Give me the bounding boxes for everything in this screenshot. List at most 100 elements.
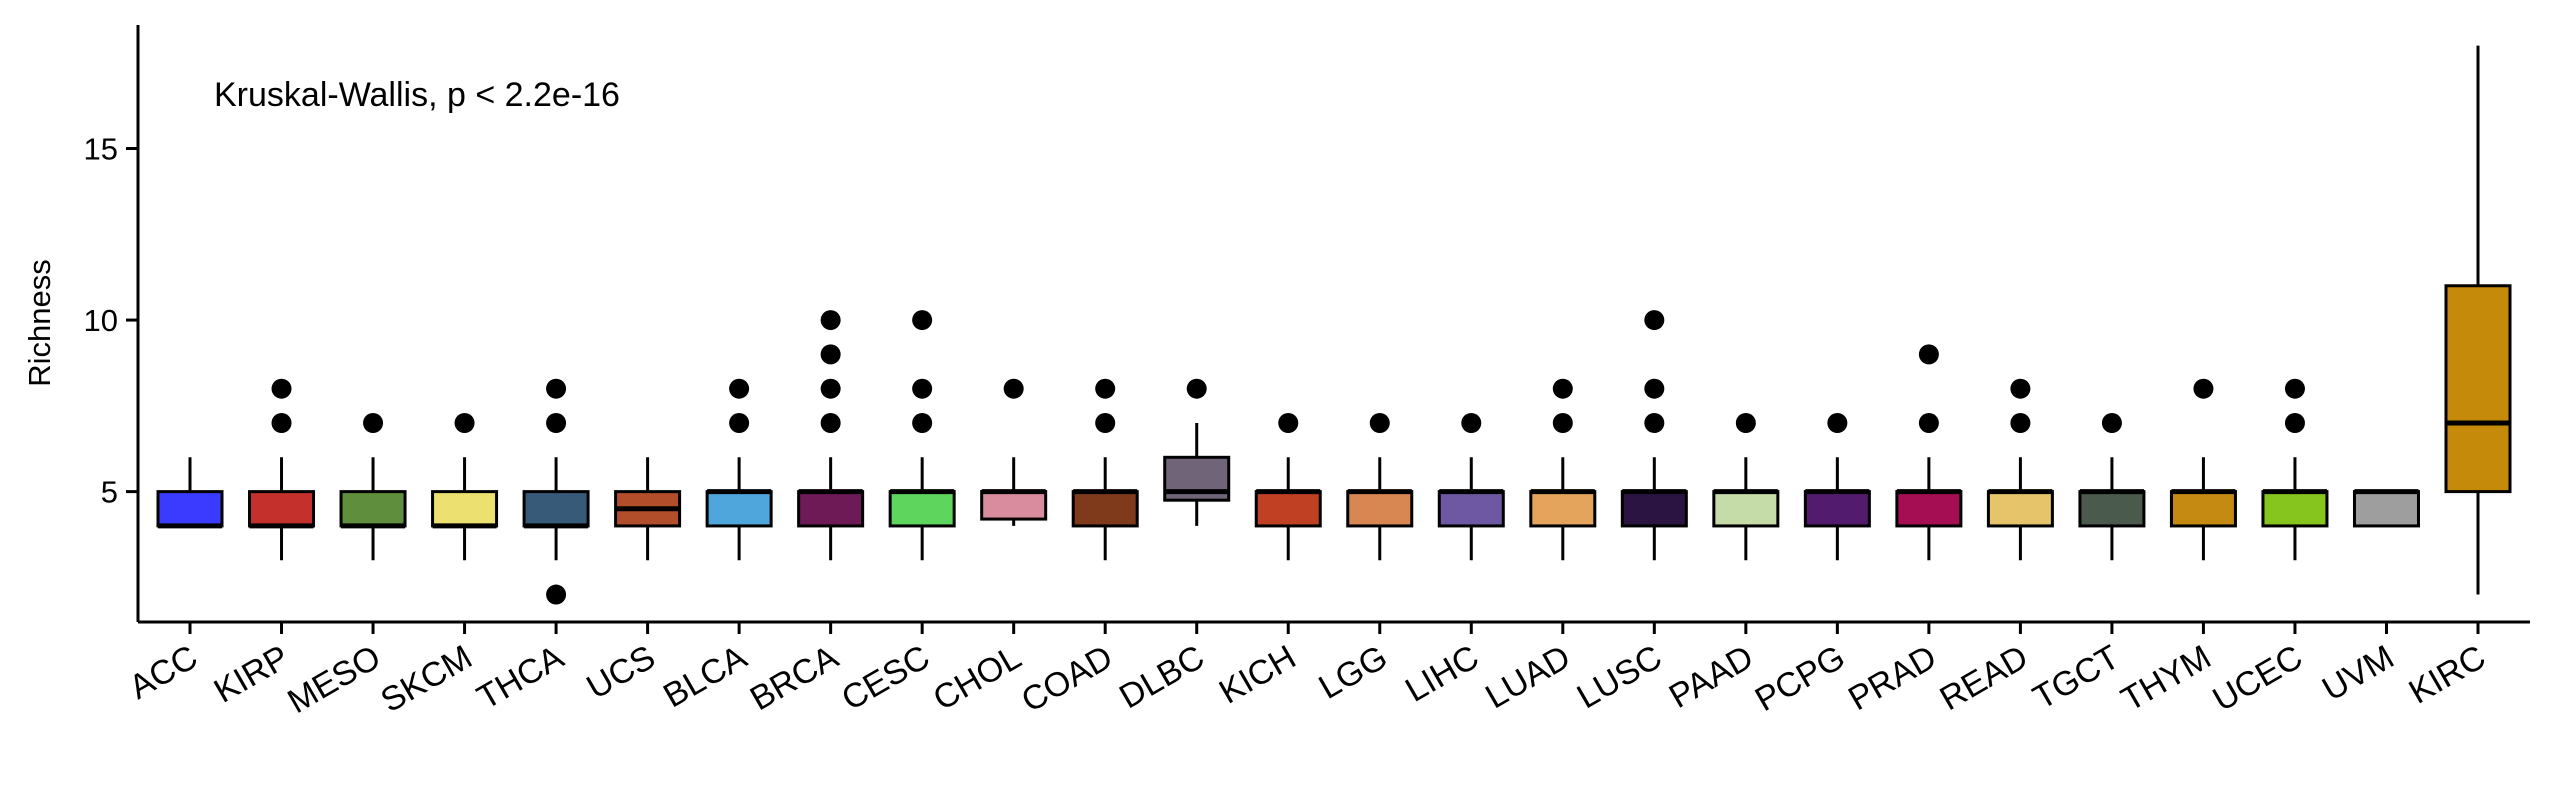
box-cesc xyxy=(888,310,956,561)
box-thca xyxy=(522,378,590,605)
box-body xyxy=(248,490,316,528)
outlier-point xyxy=(1827,413,1848,433)
box-body xyxy=(797,490,865,528)
y-axis-title: Richness xyxy=(22,259,57,387)
box-acc xyxy=(156,457,224,529)
outlier-point xyxy=(1095,378,1116,399)
box-body xyxy=(2169,490,2237,528)
x-tick-label-cesc: CESC xyxy=(835,638,936,718)
x-tick-label-kich: KICH xyxy=(1213,638,1302,712)
outlier-point xyxy=(820,413,841,433)
box-read xyxy=(1986,378,2054,561)
x-tick-label-prad: PRAD xyxy=(1842,638,1943,718)
outlier-point xyxy=(1186,378,1207,399)
outlier-point xyxy=(1369,413,1390,433)
box-pcpg xyxy=(1803,413,1871,561)
outlier-point xyxy=(912,310,933,331)
x-tick-label-skcm: SKCM xyxy=(374,638,478,720)
x-tick-label-ucs: UCS xyxy=(580,638,661,707)
box-skcm xyxy=(431,413,499,561)
x-tick-label-kirc: KIRC xyxy=(2403,638,2492,712)
box-body xyxy=(1529,490,1597,528)
box-body xyxy=(1895,490,1963,528)
box-lgg xyxy=(1346,413,1414,561)
box-body xyxy=(2261,490,2329,528)
outlier-point xyxy=(363,413,384,433)
y-tick-label: 15 xyxy=(84,132,118,167)
outlier-point xyxy=(546,584,567,605)
boxes xyxy=(156,45,2512,605)
box-body xyxy=(888,490,956,528)
x-tick-label-luad: LUAD xyxy=(1479,638,1577,716)
x-tick-label-coad: COAD xyxy=(1015,638,1119,720)
box-kirp xyxy=(248,378,316,561)
x-tick-label-brca: BRCA xyxy=(744,638,845,718)
kruskal-wallis-annotation: Kruskal-Wallis, p < 2.2e-16 xyxy=(214,76,620,114)
outlier-point xyxy=(820,378,841,399)
box-body xyxy=(2444,284,2512,494)
outlier-point xyxy=(1918,344,1939,365)
outlier-point xyxy=(912,413,933,433)
box-body xyxy=(1712,490,1780,528)
box-blca xyxy=(705,378,773,561)
x-tick-label-ucec: UCEC xyxy=(2207,638,2309,719)
box-body xyxy=(156,490,224,528)
outlier-point xyxy=(546,413,567,433)
outlier-point xyxy=(1461,413,1482,433)
x-tick-label-pcpg: PCPG xyxy=(1749,638,1851,719)
x-tick-label-kirp: KIRP xyxy=(208,638,296,711)
x-tick-label-lihc: LIHC xyxy=(1399,638,1485,710)
outlier-point xyxy=(1552,378,1573,399)
box-body xyxy=(1986,490,2054,528)
x-tick-label-tgct: TGCT xyxy=(2027,638,2126,717)
box-coad xyxy=(1071,378,1139,561)
box-thym xyxy=(2169,378,2237,561)
axes xyxy=(136,25,2530,624)
box-luad xyxy=(1529,378,1597,561)
outlier-point xyxy=(2010,413,2031,433)
x-tick-label-read: READ xyxy=(1934,638,2035,718)
outlier-point xyxy=(1278,413,1299,433)
outlier-point xyxy=(1644,413,1665,433)
box-body xyxy=(1437,490,1505,528)
outlier-point xyxy=(454,413,475,433)
outlier-point xyxy=(1552,413,1573,433)
outlier-point xyxy=(1735,413,1756,433)
box-chol xyxy=(980,378,1048,526)
x-tick-label-uvm: UVM xyxy=(2316,638,2400,709)
box-kich xyxy=(1254,413,1322,561)
outlier-point xyxy=(1644,378,1665,399)
box-body xyxy=(1620,490,1688,528)
outlier-point xyxy=(546,378,567,399)
box-body xyxy=(705,490,773,528)
box-uvm xyxy=(2352,489,2420,528)
box-ucs xyxy=(614,457,682,561)
x-tick-label-thca: THCA xyxy=(471,638,570,717)
outlier-point xyxy=(820,310,841,331)
outlier-point xyxy=(1918,413,1939,433)
box-ucec xyxy=(2261,378,2329,561)
outlier-point xyxy=(2284,413,2305,433)
box-body xyxy=(1254,490,1322,528)
outlier-point xyxy=(2101,413,2122,433)
outlier-point xyxy=(729,378,750,399)
box-meso xyxy=(339,413,407,561)
x-tick-label-dlbc: DLBC xyxy=(1113,638,1211,716)
x-tick-label-acc: ACC xyxy=(123,638,204,707)
box-prad xyxy=(1895,344,1963,561)
outlier-point xyxy=(1644,310,1665,331)
y-tick-label: 5 xyxy=(101,475,118,510)
x-tick-label-paad: PAAD xyxy=(1663,638,1760,716)
box-kirc xyxy=(2444,45,2512,595)
outlier-point xyxy=(271,413,292,433)
box-dlbc xyxy=(1163,378,1231,526)
outlier-point xyxy=(729,413,750,433)
box-brca xyxy=(797,310,865,561)
box-tgct xyxy=(2078,413,2146,561)
box-body xyxy=(339,490,407,528)
x-tick-label-thym: THYM xyxy=(2115,638,2217,719)
outlier-point xyxy=(1095,413,1116,433)
box-body xyxy=(522,490,590,528)
